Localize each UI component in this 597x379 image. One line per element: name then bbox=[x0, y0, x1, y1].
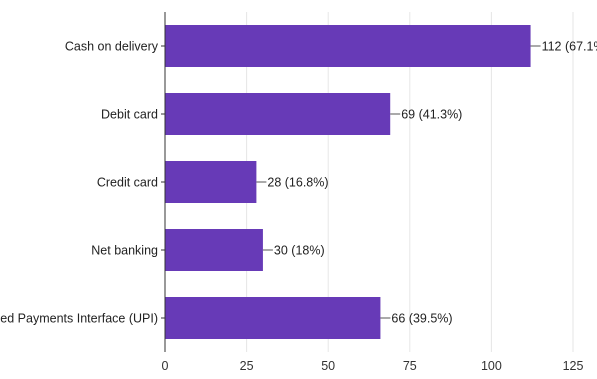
bars bbox=[165, 25, 531, 339]
category-label-0: Cash on delivery bbox=[65, 40, 159, 54]
bar-0 bbox=[165, 25, 531, 67]
bar-1 bbox=[165, 93, 391, 135]
data-label-0: 112 (67.1%) bbox=[542, 40, 597, 54]
bar-3 bbox=[165, 229, 263, 271]
bar-4 bbox=[165, 297, 381, 339]
data-label-3: 30 (18%) bbox=[274, 244, 325, 258]
category-label-3: Net banking bbox=[91, 244, 158, 258]
category-label-1: Debit card bbox=[101, 108, 158, 122]
data-label-4: 66 (39.5%) bbox=[391, 312, 452, 326]
x-tick-label-125: 125 bbox=[563, 359, 584, 373]
category-label-2: Credit card bbox=[97, 176, 158, 190]
x-tick-label-0: 0 bbox=[162, 359, 169, 373]
x-tick-label-100: 100 bbox=[481, 359, 502, 373]
bar-2 bbox=[165, 161, 257, 203]
axes bbox=[161, 12, 166, 352]
x-tick-label-75: 75 bbox=[403, 359, 417, 373]
x-tick-label-50: 50 bbox=[321, 359, 335, 373]
data-label-2: 28 (16.8%) bbox=[267, 176, 328, 190]
labels: 0 25 50 75 100 125 Cash on delivery 112 (67.1%)… bbox=[0, 40, 597, 374]
x-tick-label-25: 25 bbox=[240, 359, 254, 373]
gridlines bbox=[246, 12, 574, 352]
data-label-1: 69 (41.3%) bbox=[401, 108, 462, 122]
category-label-4: Unified Payments Interface (UPI) bbox=[0, 312, 158, 326]
